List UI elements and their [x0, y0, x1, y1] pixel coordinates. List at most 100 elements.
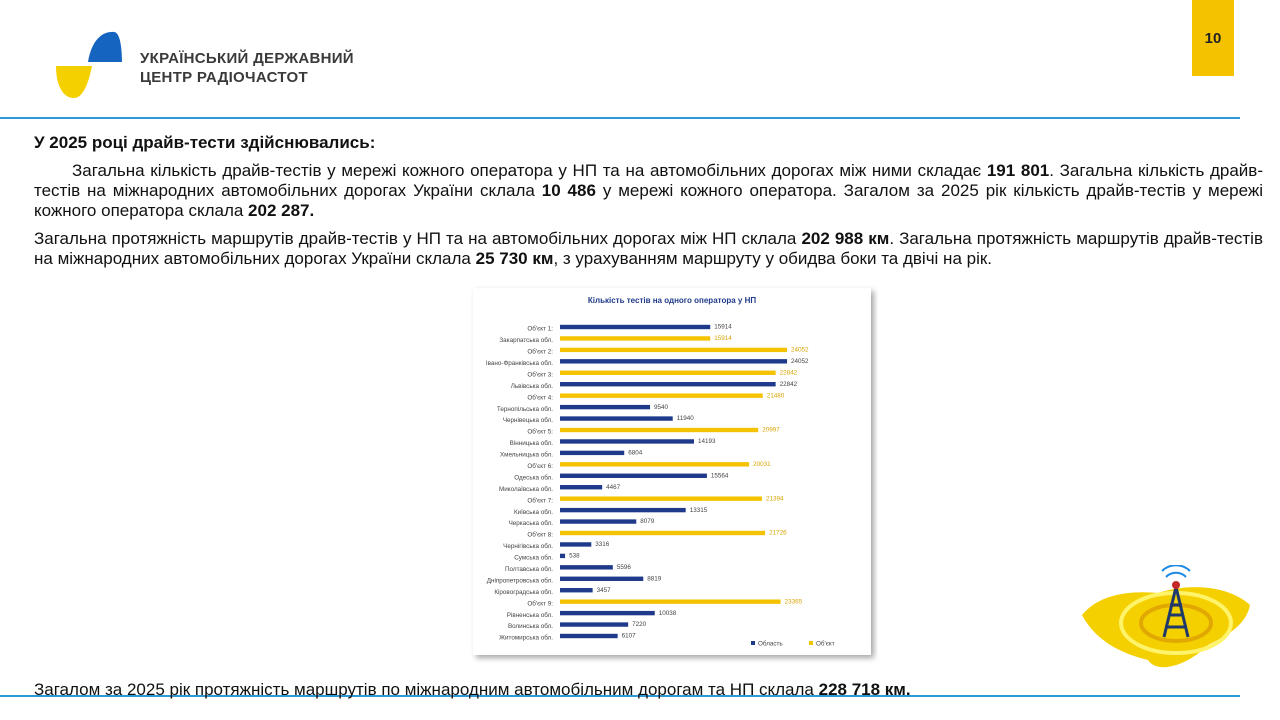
value-label: 7220: [632, 621, 647, 628]
category-label: Тернопільська обл.: [497, 405, 553, 413]
bar: [560, 633, 618, 639]
bar: [560, 507, 686, 513]
value-label: 22842: [780, 369, 798, 376]
value-label: 14193: [698, 438, 716, 445]
category-label: Об'єкт 4:: [527, 393, 553, 401]
footer-text: Загалом за 2025 рік протяжність маршруті…: [34, 680, 911, 700]
body-text: У 2025 році драйв-тести здійснювались: З…: [34, 133, 1263, 277]
paragraph: Загальна кількість драйв-тестів у мережі…: [34, 161, 1263, 221]
value-label: 8079: [640, 518, 655, 525]
chart-title: Кількість тестів на одного оператора у Н…: [588, 296, 756, 305]
bar: [560, 393, 763, 398]
bar: [560, 576, 644, 581]
bar: [560, 588, 593, 593]
paragraphs: Загальна кількість драйв-тестів у мережі…: [34, 161, 1263, 269]
page-number: 10: [1192, 0, 1234, 76]
category-label: Закарпатська обл.: [499, 336, 553, 344]
value-label: 22842: [780, 381, 798, 388]
bar: [560, 427, 759, 433]
value-label: 21480: [767, 392, 785, 399]
text-run: 10 486: [541, 181, 596, 200]
value-label: 11940: [677, 415, 695, 422]
category-label: Сумська обл.: [514, 554, 553, 562]
category-label: Об'єкт 9:: [527, 599, 553, 607]
bar: [560, 347, 788, 353]
category-label: Київська обл.: [514, 508, 553, 516]
bar: [560, 439, 694, 444]
text-run: 25 730 км: [475, 249, 554, 268]
org-line: УКРАЇНСЬКИЙ ДЕРЖАВНИЙ: [140, 50, 354, 67]
bar: [560, 450, 625, 456]
text-run: 202 988 км: [801, 229, 890, 248]
category-label: Чернігівська обл.: [503, 542, 553, 550]
text-run: . Загальна кількість драйв-тестів на між…: [34, 161, 1263, 200]
text-run: Загалом за 2025 рік протяжність маршруті…: [34, 680, 819, 699]
legend-label: Об'єкт: [816, 640, 835, 648]
bar: [560, 485, 603, 490]
value-label: 13315: [690, 507, 708, 514]
bar: [560, 382, 776, 387]
value-label: 5596: [617, 564, 632, 571]
category-label: Полтавська обл.: [505, 565, 553, 573]
text-run: у мережі кожного оператора. Загалом за 2…: [34, 181, 1264, 220]
bar: [560, 565, 613, 570]
category-label: Об'єкт 3:: [527, 370, 553, 378]
text-run: , з урахуванням маршруту у обидва боки т…: [553, 249, 993, 268]
value-label: 3457: [597, 587, 612, 594]
category-label: Об'єкт 6:: [527, 462, 553, 470]
bar: [560, 404, 651, 410]
bar: [560, 370, 776, 375]
text-run: Загальна кількість драйв-тестів у мережі…: [72, 161, 987, 180]
value-label: 24052: [791, 347, 809, 354]
bar: [560, 336, 711, 341]
value-label: 3316: [595, 541, 610, 548]
value-label: 6804: [628, 450, 643, 457]
chart: Кількість тестів на одного оператора у Н…: [473, 288, 871, 655]
text-run: . Загальна протяжність маршрутів драйв-т…: [34, 229, 1263, 268]
value-label: 8819: [647, 575, 662, 582]
value-label: 538: [569, 553, 580, 560]
heading: У 2025 році драйв-тести здійснювались:: [34, 133, 376, 152]
category-label: Хмельницька обл.: [500, 451, 553, 459]
map-icon: [1082, 565, 1250, 668]
text-run: Загальна протяжність маршрутів драйв-тес…: [34, 229, 802, 248]
bar: [560, 473, 707, 478]
bar: [560, 542, 592, 547]
legend-swatch: [809, 641, 813, 645]
category-label: Об'єкт 5:: [527, 428, 553, 436]
paragraph: Загальна протяжність маршрутів драйв-тес…: [34, 229, 1263, 269]
value-label: 15564: [711, 472, 729, 479]
footer-rule: [0, 695, 1240, 697]
category-label: Львівська обл.: [511, 382, 554, 390]
bar: [560, 324, 711, 330]
bar: [560, 553, 566, 559]
value-label: 21394: [766, 495, 784, 502]
org-name: УКРАЇНСЬКИЙ ДЕРЖАВНИЙ ЦЕНТР РАДІОЧАСТОТ: [140, 49, 354, 87]
bar: [560, 610, 655, 616]
category-label: Вінницька обл.: [510, 439, 554, 447]
text-run: 202 287.: [248, 201, 315, 220]
category-label: Об'єкт 1:: [527, 325, 553, 333]
legend-swatch: [751, 641, 755, 645]
logo: [56, 31, 122, 98]
value-label: 10038: [659, 610, 677, 617]
value-label: 20997: [762, 427, 780, 434]
bar: [560, 462, 750, 467]
bar: [560, 359, 788, 364]
category-label: Черкаська обл.: [509, 519, 554, 527]
category-label: Об'єкт 2:: [527, 348, 553, 356]
category-label: Одеська обл.: [514, 473, 553, 481]
bar: [560, 622, 629, 627]
bar: [560, 599, 781, 604]
value-label: 4467: [606, 484, 621, 491]
category-label: Дніпропетровська обл.: [487, 576, 553, 584]
category-label: Волинська обл.: [508, 622, 553, 630]
bar: [560, 416, 673, 421]
value-label: 24052: [791, 358, 809, 365]
value-label: 23365: [785, 598, 803, 605]
value-label: 9540: [654, 404, 669, 411]
value-label: 6107: [622, 633, 637, 640]
org-line: ЦЕНТР РАДІОЧАСТОТ: [140, 69, 308, 86]
